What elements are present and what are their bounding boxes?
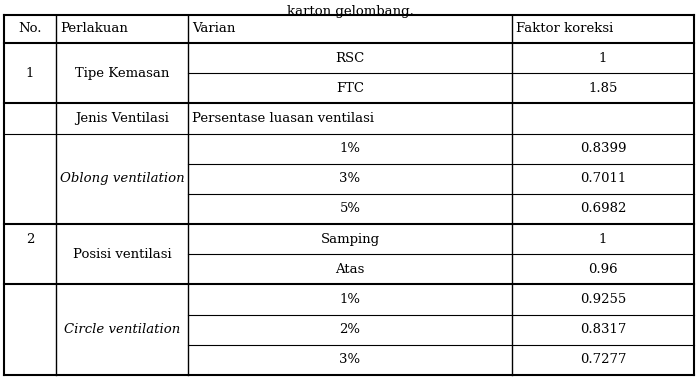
Text: 1%: 1% [339,142,360,155]
Text: Persentase luasan ventilasi: Persentase luasan ventilasi [192,112,374,125]
Text: 3%: 3% [339,172,361,185]
Text: 1: 1 [599,233,607,246]
Text: 0.8317: 0.8317 [580,323,626,336]
Text: karton gelombang.: karton gelombang. [287,5,413,18]
Text: Perlakuan: Perlakuan [60,23,128,36]
Text: 0.7011: 0.7011 [580,172,626,185]
Text: FTC: FTC [336,82,364,95]
Text: Faktor koreksi: Faktor koreksi [516,23,614,36]
Text: 0.6982: 0.6982 [580,202,626,215]
Text: 3%: 3% [339,353,361,366]
Text: 0.7277: 0.7277 [580,353,626,366]
Text: 0.9255: 0.9255 [580,293,626,306]
Text: Jenis Ventilasi: Jenis Ventilasi [75,112,169,125]
Text: 0.8399: 0.8399 [580,142,626,155]
Text: Oblong ventilation: Oblong ventilation [60,172,184,185]
Text: Circle ventilation: Circle ventilation [64,323,180,336]
Text: Varian: Varian [192,23,235,36]
Text: 0.96: 0.96 [588,263,618,276]
Text: 5%: 5% [339,202,360,215]
Text: Posisi ventilasi: Posisi ventilasi [73,248,171,261]
Text: 1: 1 [26,67,34,80]
Text: 1%: 1% [339,293,360,306]
Text: Atas: Atas [335,263,364,276]
Text: Tipe Kemasan: Tipe Kemasan [75,67,169,80]
Text: 2: 2 [26,233,34,246]
Text: RSC: RSC [335,52,364,65]
Text: 1.85: 1.85 [588,82,618,95]
Text: 2%: 2% [339,323,360,336]
Text: Samping: Samping [320,233,380,246]
Text: 1: 1 [599,52,607,65]
Text: No.: No. [18,23,42,36]
